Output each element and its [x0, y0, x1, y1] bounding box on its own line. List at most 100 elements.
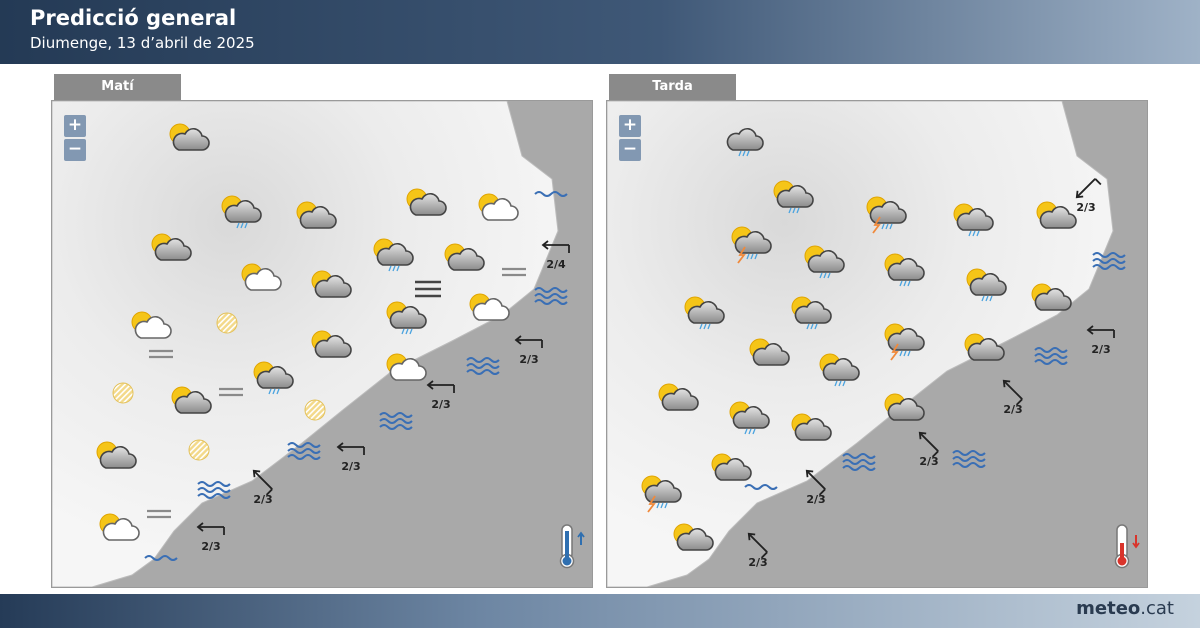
- wind-speed-label: 2/3: [1076, 201, 1096, 214]
- wind-arrow-icon: [246, 469, 280, 496]
- sun-cloud-rain-icon: [251, 360, 295, 404]
- wind-arrow-icon: [1084, 320, 1118, 344]
- fog-light-icon: [211, 375, 255, 419]
- zoom-in-button[interactable]: +: [64, 115, 86, 137]
- footer-banner: meteo.cat: [0, 594, 1200, 628]
- wind-speed-label: 2/4: [546, 258, 566, 271]
- wind-speed-label: 2/3: [806, 493, 826, 506]
- wind-arrow-icon: [996, 379, 1030, 406]
- haze-icon: [295, 394, 339, 438]
- sun-cloud-icon: [404, 187, 448, 231]
- zoom-in-button[interactable]: +: [619, 115, 641, 137]
- haze-icon: [179, 434, 223, 478]
- wind-speed-label: 2/3: [253, 493, 273, 506]
- wind-arrow-icon: [912, 431, 946, 458]
- sun-white-cloud-icon: [384, 352, 428, 396]
- fog-light-icon: [141, 337, 185, 381]
- sun-cloud-rain-icon: [219, 194, 263, 238]
- sun-cloud-rain-icon: [964, 267, 1008, 311]
- sun-white-cloud-icon: [129, 310, 173, 354]
- tab-mati[interactable]: Matí: [54, 74, 181, 100]
- sea-calm-icon: [739, 479, 783, 523]
- wind-arrow-icon: [194, 517, 228, 541]
- zoom-out-button[interactable]: −: [619, 139, 641, 161]
- haze-icon: [207, 307, 251, 351]
- thermometer-trend-down-icon: [1112, 523, 1142, 573]
- sea-moderate-icon: [374, 407, 418, 451]
- sun-cloud-icon: [789, 412, 833, 456]
- page-title: Predicció general: [30, 6, 237, 30]
- cloud-rain-icon: [721, 122, 765, 166]
- sun-cloud-icon: [167, 122, 211, 166]
- sea-moderate-icon: [529, 282, 573, 326]
- fog-dense-icon: [407, 272, 451, 316]
- tab-tarda[interactable]: Tarda: [609, 74, 736, 100]
- sun-cloud-icon: [294, 200, 338, 244]
- wind-arrow-icon: [424, 375, 458, 399]
- sun-cloud-icon: [309, 329, 353, 373]
- sea-calm-icon: [529, 186, 573, 230]
- wind-arrow-icon: [539, 235, 573, 259]
- header-banner: Predicció general Diumenge, 13 d’abril d…: [0, 0, 1200, 64]
- sun-cloud-storm-icon: [864, 195, 908, 239]
- sun-cloud-icon: [671, 522, 715, 566]
- fog-light-icon: [494, 255, 538, 299]
- sun-white-cloud-icon: [467, 292, 511, 336]
- zoom-out-button[interactable]: −: [64, 139, 86, 161]
- sun-cloud-rain-icon: [882, 252, 926, 296]
- sun-cloud-storm-icon: [882, 322, 926, 366]
- wind-speed-label: 2/3: [919, 455, 939, 468]
- map-mati[interactable]: + − 2/4 2/3 2/3 2/3 2/3 2/3: [51, 100, 593, 588]
- sun-cloud-rain-icon: [682, 295, 726, 339]
- sun-cloud-icon: [962, 332, 1006, 376]
- wind-speed-label: 2/3: [341, 460, 361, 473]
- sun-cloud-icon: [747, 337, 791, 381]
- sun-cloud-rain-icon: [789, 295, 833, 339]
- terrain-background: [52, 101, 592, 587]
- sun-cloud-rain-icon: [802, 244, 846, 288]
- wind-speed-label: 2/3: [431, 398, 451, 411]
- sun-cloud-rain-icon: [727, 400, 771, 444]
- sun-cloud-icon: [169, 385, 213, 429]
- sea-moderate-icon: [282, 437, 326, 481]
- sea-moderate-icon: [461, 352, 505, 396]
- sea-moderate-icon: [1029, 342, 1073, 386]
- sea-moderate-icon: [947, 445, 991, 489]
- wind-arrow-icon: [741, 532, 775, 559]
- wind-speed-label: 2/3: [748, 556, 768, 569]
- sun-cloud-rain-icon: [771, 179, 815, 223]
- sun-cloud-storm-icon: [729, 225, 773, 269]
- wind-speed-label: 2/3: [1003, 403, 1023, 416]
- sun-cloud-rain-icon: [951, 202, 995, 246]
- sea-moderate-icon: [837, 448, 881, 492]
- sun-cloud-rain-icon: [384, 300, 428, 344]
- sun-cloud-icon: [442, 242, 486, 286]
- sun-cloud-icon: [1029, 282, 1073, 326]
- sun-white-cloud-icon: [239, 262, 283, 306]
- sun-cloud-storm-icon: [639, 474, 683, 518]
- thermometer-trend-up-icon: [557, 523, 587, 573]
- sun-cloud-rain-icon: [817, 352, 861, 396]
- wind-speed-label: 2/3: [519, 353, 539, 366]
- sun-cloud-icon: [882, 392, 926, 436]
- wind-speed-label: 2/3: [1091, 343, 1111, 356]
- sun-cloud-rain-icon: [371, 237, 415, 281]
- sun-cloud-icon: [656, 382, 700, 426]
- map-tarda[interactable]: + − 2/3 2/3 2/3 2/3 2/3 2/3: [606, 100, 1148, 588]
- haze-icon: [103, 377, 147, 421]
- wind-speed-label: 2/3: [201, 540, 221, 553]
- forecast-date: Diumenge, 13 d’abril de 2025: [30, 34, 255, 52]
- sun-white-cloud-icon: [476, 192, 520, 236]
- sun-cloud-icon: [149, 232, 193, 276]
- sun-white-cloud-icon: [97, 512, 141, 556]
- brand-logo: meteo.cat: [1076, 598, 1174, 619]
- sun-cloud-icon: [94, 440, 138, 484]
- sun-cloud-icon: [709, 452, 753, 496]
- wind-arrow-icon: [799, 469, 833, 496]
- sea-moderate-icon: [1087, 247, 1131, 291]
- sea-moderate-icon: [192, 476, 236, 520]
- wind-arrow-icon: [512, 330, 546, 354]
- sea-calm-icon: [139, 550, 183, 587]
- wind-arrow-icon: [1069, 178, 1103, 202]
- sun-cloud-icon: [1034, 200, 1078, 244]
